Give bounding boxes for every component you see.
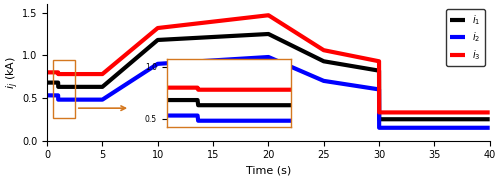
$i_1$ xyxy=(486,118,492,120)
$i_1$ xyxy=(100,86,105,88)
$i_1$ xyxy=(55,82,61,84)
$i_2$ xyxy=(266,56,272,58)
$i_2$ xyxy=(320,80,326,82)
$i_3$ xyxy=(486,111,492,114)
$i_3$ xyxy=(320,49,326,51)
$i_2$ xyxy=(486,127,492,129)
$i_3$ xyxy=(55,71,61,73)
Line: $i_3$: $i_3$ xyxy=(47,15,490,112)
$i_1$ xyxy=(376,70,382,72)
$i_2$ xyxy=(100,99,105,101)
$i_3$ xyxy=(266,14,272,16)
Y-axis label: $i_j$ (kA): $i_j$ (kA) xyxy=(4,56,20,89)
$i_1$ xyxy=(55,86,61,88)
Bar xyxy=(52,60,74,118)
$i_2$ xyxy=(55,99,61,101)
$i_1$ xyxy=(266,33,272,35)
$i_3$ xyxy=(376,111,382,114)
$i_3$ xyxy=(266,14,272,16)
$i_2$ xyxy=(55,94,61,96)
$i_3$ xyxy=(154,27,160,29)
X-axis label: Time (s): Time (s) xyxy=(246,166,291,176)
$i_1$ xyxy=(44,82,50,84)
$i_3$ xyxy=(376,60,382,62)
$i_3$ xyxy=(100,73,105,75)
$i_2$ xyxy=(154,63,160,65)
$i_1$ xyxy=(154,39,160,41)
Line: $i_2$: $i_2$ xyxy=(47,57,490,128)
$i_2$ xyxy=(266,56,272,58)
$i_1$ xyxy=(266,33,272,35)
Line: $i_1$: $i_1$ xyxy=(47,34,490,119)
$i_2$ xyxy=(376,127,382,129)
$i_2$ xyxy=(376,88,382,91)
$i_3$ xyxy=(44,71,50,73)
$i_3$ xyxy=(55,73,61,75)
$i_1$ xyxy=(320,60,326,62)
Legend: $i_1$, $i_2$, $i_3$: $i_1$, $i_2$, $i_3$ xyxy=(446,9,485,66)
$i_1$ xyxy=(376,118,382,120)
$i_2$ xyxy=(44,94,50,96)
